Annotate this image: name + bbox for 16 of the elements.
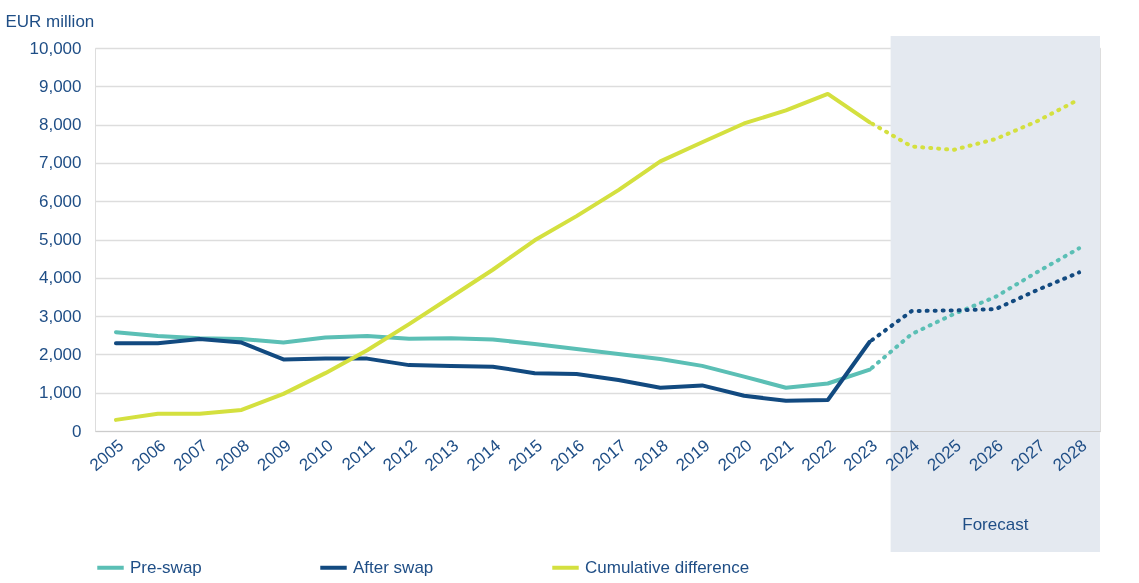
- y-tick-label: 2,000: [38, 344, 82, 364]
- y-tick-label: 4,000: [38, 268, 82, 288]
- legend-label: Cumulative difference: [585, 557, 750, 577]
- legend-label: After swap: [353, 557, 434, 577]
- y-tick-label: 3,000: [38, 306, 82, 326]
- legend-label: Pre-swap: [130, 557, 202, 577]
- y-axis-title: EUR million: [5, 11, 95, 31]
- y-tick-label: 10,000: [29, 38, 82, 58]
- y-tick-label: 8,000: [38, 115, 82, 135]
- y-tick-label: 6,000: [38, 191, 82, 211]
- band-label: Forecast: [962, 515, 1029, 534]
- y-tick-label: 5,000: [38, 230, 82, 249]
- y-tick-label: 9,000: [38, 76, 82, 96]
- y-tick-label: 0: [72, 421, 82, 441]
- y-tick-label: 7,000: [38, 153, 82, 173]
- y-tick-label: 1,000: [38, 383, 82, 403]
